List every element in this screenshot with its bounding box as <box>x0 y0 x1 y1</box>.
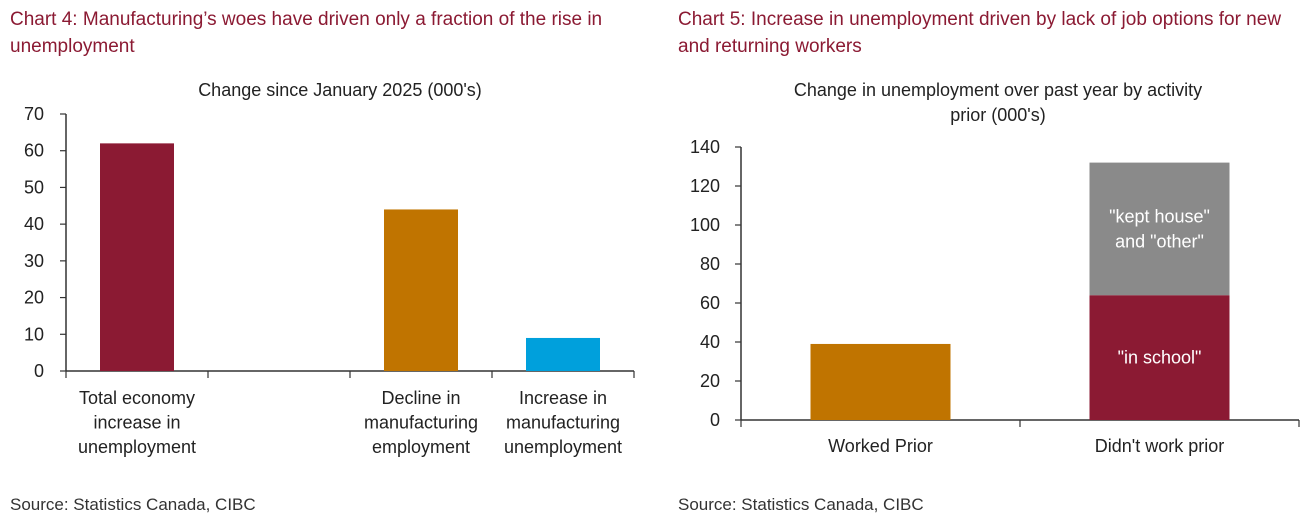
y-tick-label: 60 <box>700 293 720 313</box>
chart-4-source: Source: Statistics Canada, CIBC <box>10 495 256 514</box>
x-tick-label: unemployment <box>78 437 196 457</box>
bar-segment <box>810 343 951 420</box>
data-label: "kept house" <box>1109 206 1210 226</box>
bar <box>526 337 600 371</box>
x-tick-label: manufacturing <box>364 413 478 433</box>
y-tick-label: 30 <box>24 251 44 271</box>
y-tick-label: 120 <box>690 176 720 196</box>
y-tick-label: 40 <box>700 332 720 352</box>
y-tick-label: 60 <box>24 141 44 161</box>
data-label: and "other" <box>1115 231 1204 251</box>
y-tick-label: 70 <box>24 104 44 124</box>
bar-segment <box>1089 295 1230 420</box>
chart-5-source: Source: Statistics Canada, CIBC <box>678 495 924 514</box>
x-tick-label: employment <box>372 437 470 457</box>
x-tick-label: unemployment <box>504 437 622 457</box>
x-tick-label: Total economy <box>79 388 195 408</box>
y-tick-label: 10 <box>24 324 44 344</box>
data-label: "in school" <box>1118 348 1202 368</box>
x-tick-label: Decline in <box>381 388 460 408</box>
chart-5-panel: Chart 5: Increase in unemployment driven… <box>668 0 1312 526</box>
x-tick-label: Increase in <box>519 388 607 408</box>
chart-4-title: Change since January 2025 (000's) <box>198 80 482 100</box>
x-tick-label: increase in <box>93 413 180 433</box>
y-tick-label: 50 <box>24 177 44 197</box>
x-tick-label: Didn't work prior <box>1095 436 1224 456</box>
chart-5-heading: Chart 5: Increase in unemployment driven… <box>678 9 1282 57</box>
chart-5-title: prior (000's) <box>950 105 1045 125</box>
chart-4-heading: Chart 4: Manufacturing’s woes have drive… <box>10 9 603 57</box>
bar <box>384 209 458 371</box>
chart-5-title: Change in unemployment over past year by… <box>794 80 1202 100</box>
y-tick-label: 0 <box>710 410 720 430</box>
x-tick-label: Worked Prior <box>828 436 933 456</box>
y-tick-label: 80 <box>700 254 720 274</box>
chart-4-panel: Chart 4: Manufacturing’s woes have drive… <box>10 9 635 514</box>
y-tick-label: 20 <box>24 288 44 308</box>
y-tick-label: 20 <box>700 371 720 391</box>
y-tick-label: 100 <box>690 215 720 235</box>
y-tick-label: 140 <box>690 137 720 157</box>
y-tick-label: 0 <box>34 361 44 381</box>
chart-4-plot: Change since January 2025 (000's) 0 10 20 30… <box>24 80 635 457</box>
bar <box>100 143 174 371</box>
x-tick-label: manufacturing <box>506 413 620 433</box>
chart-5-plot: Change in unemployment over past year by… <box>690 80 1300 456</box>
bar-segment <box>1089 162 1230 296</box>
y-tick-label: 40 <box>24 214 44 234</box>
